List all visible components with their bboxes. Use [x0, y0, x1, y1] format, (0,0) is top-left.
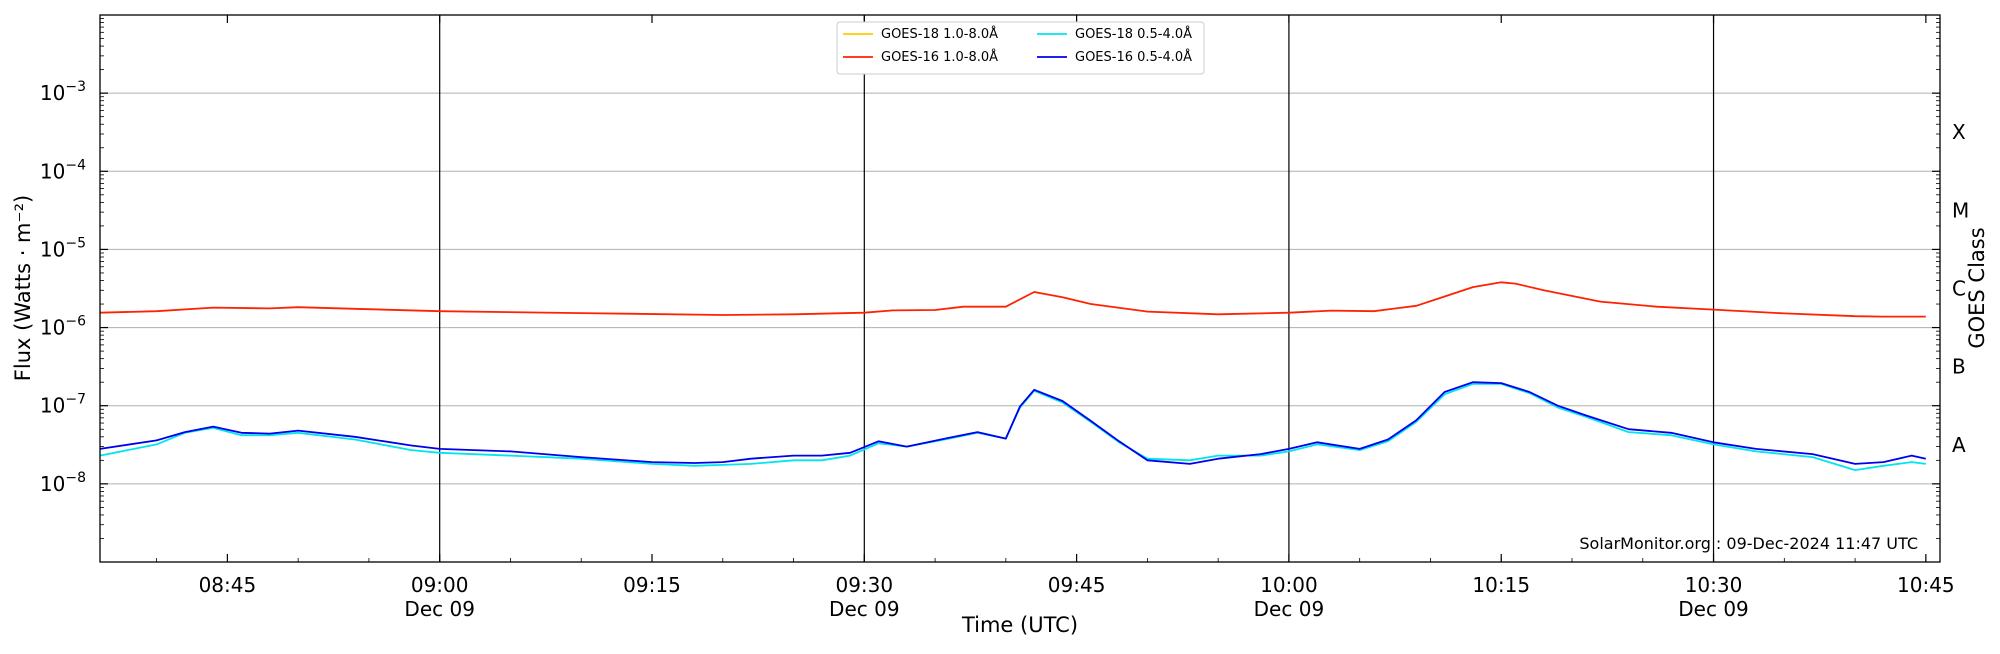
- y-tick-label: 10−6: [40, 314, 86, 340]
- legend: GOES-18 1.0-8.0Å GOES-16 1.0-8.0Å GOES-18 …: [836, 21, 1205, 75]
- x-tick-label: 10:30: [1685, 573, 1743, 597]
- grid-layer: [100, 15, 1940, 562]
- x-tick-label: 10:00: [1260, 573, 1318, 597]
- y-tick-label: 10−7: [40, 392, 86, 418]
- legend-label-2: GOES-18 0.5-4.0Å: [1075, 26, 1192, 42]
- x-tick-label: 09:15: [623, 573, 681, 597]
- y-tick-label: 10−5: [40, 235, 86, 261]
- x-tick-label: 09:45: [1048, 573, 1106, 597]
- series-line-2: [99, 382, 1926, 472]
- goes-class-label-a: A: [1952, 433, 1966, 457]
- x-tick-sublabel: Dec 09: [829, 597, 900, 621]
- x-tick-label: 08:45: [199, 573, 257, 597]
- y-tick-label: 10−8: [40, 470, 86, 496]
- plot-background: [100, 15, 1940, 562]
- series-layer: [99, 281, 1926, 472]
- legend-box: [836, 21, 1205, 75]
- legend-label-1: GOES-16 1.0-8.0Å: [881, 49, 998, 65]
- watermark-text: SolarMonitor.org : 09-Dec-2024 11:47 UTC: [1579, 534, 1918, 553]
- y-tick-label: 10−3: [40, 79, 86, 105]
- x-tick-sublabel: Dec 09: [1254, 597, 1325, 621]
- plot-frame: [99, 14, 1941, 563]
- x-tick-sublabel: Dec 09: [404, 597, 475, 621]
- goes-class-label-c: C: [1952, 277, 1966, 301]
- goes-class-label-m: M: [1952, 198, 1969, 222]
- y-axis-label: Flux (Watts · m⁻²): [11, 195, 35, 381]
- legend-label-0: GOES-18 1.0-8.0Å: [881, 26, 998, 42]
- goes-class-label-b: B: [1952, 355, 1966, 379]
- x-tick-sublabel: Dec 09: [1678, 597, 1749, 621]
- goes-class-label-x: X: [1952, 120, 1966, 144]
- y-tick-label: 10−4: [40, 157, 86, 183]
- x-tick-label: 09:00: [411, 573, 469, 597]
- series-line-1: [99, 281, 1926, 318]
- x-tick-label: 10:45: [1897, 573, 1955, 597]
- x-tick-label: 10:15: [1472, 573, 1530, 597]
- series-line-3: [99, 381, 1926, 465]
- goes-class-axis-label: GOES Class: [1965, 227, 1989, 348]
- legend-label-3: GOES-16 0.5-4.0Å: [1075, 49, 1192, 65]
- x-axis-label: Time (UTC): [961, 613, 1078, 637]
- x-tick-label: 09:30: [835, 573, 893, 597]
